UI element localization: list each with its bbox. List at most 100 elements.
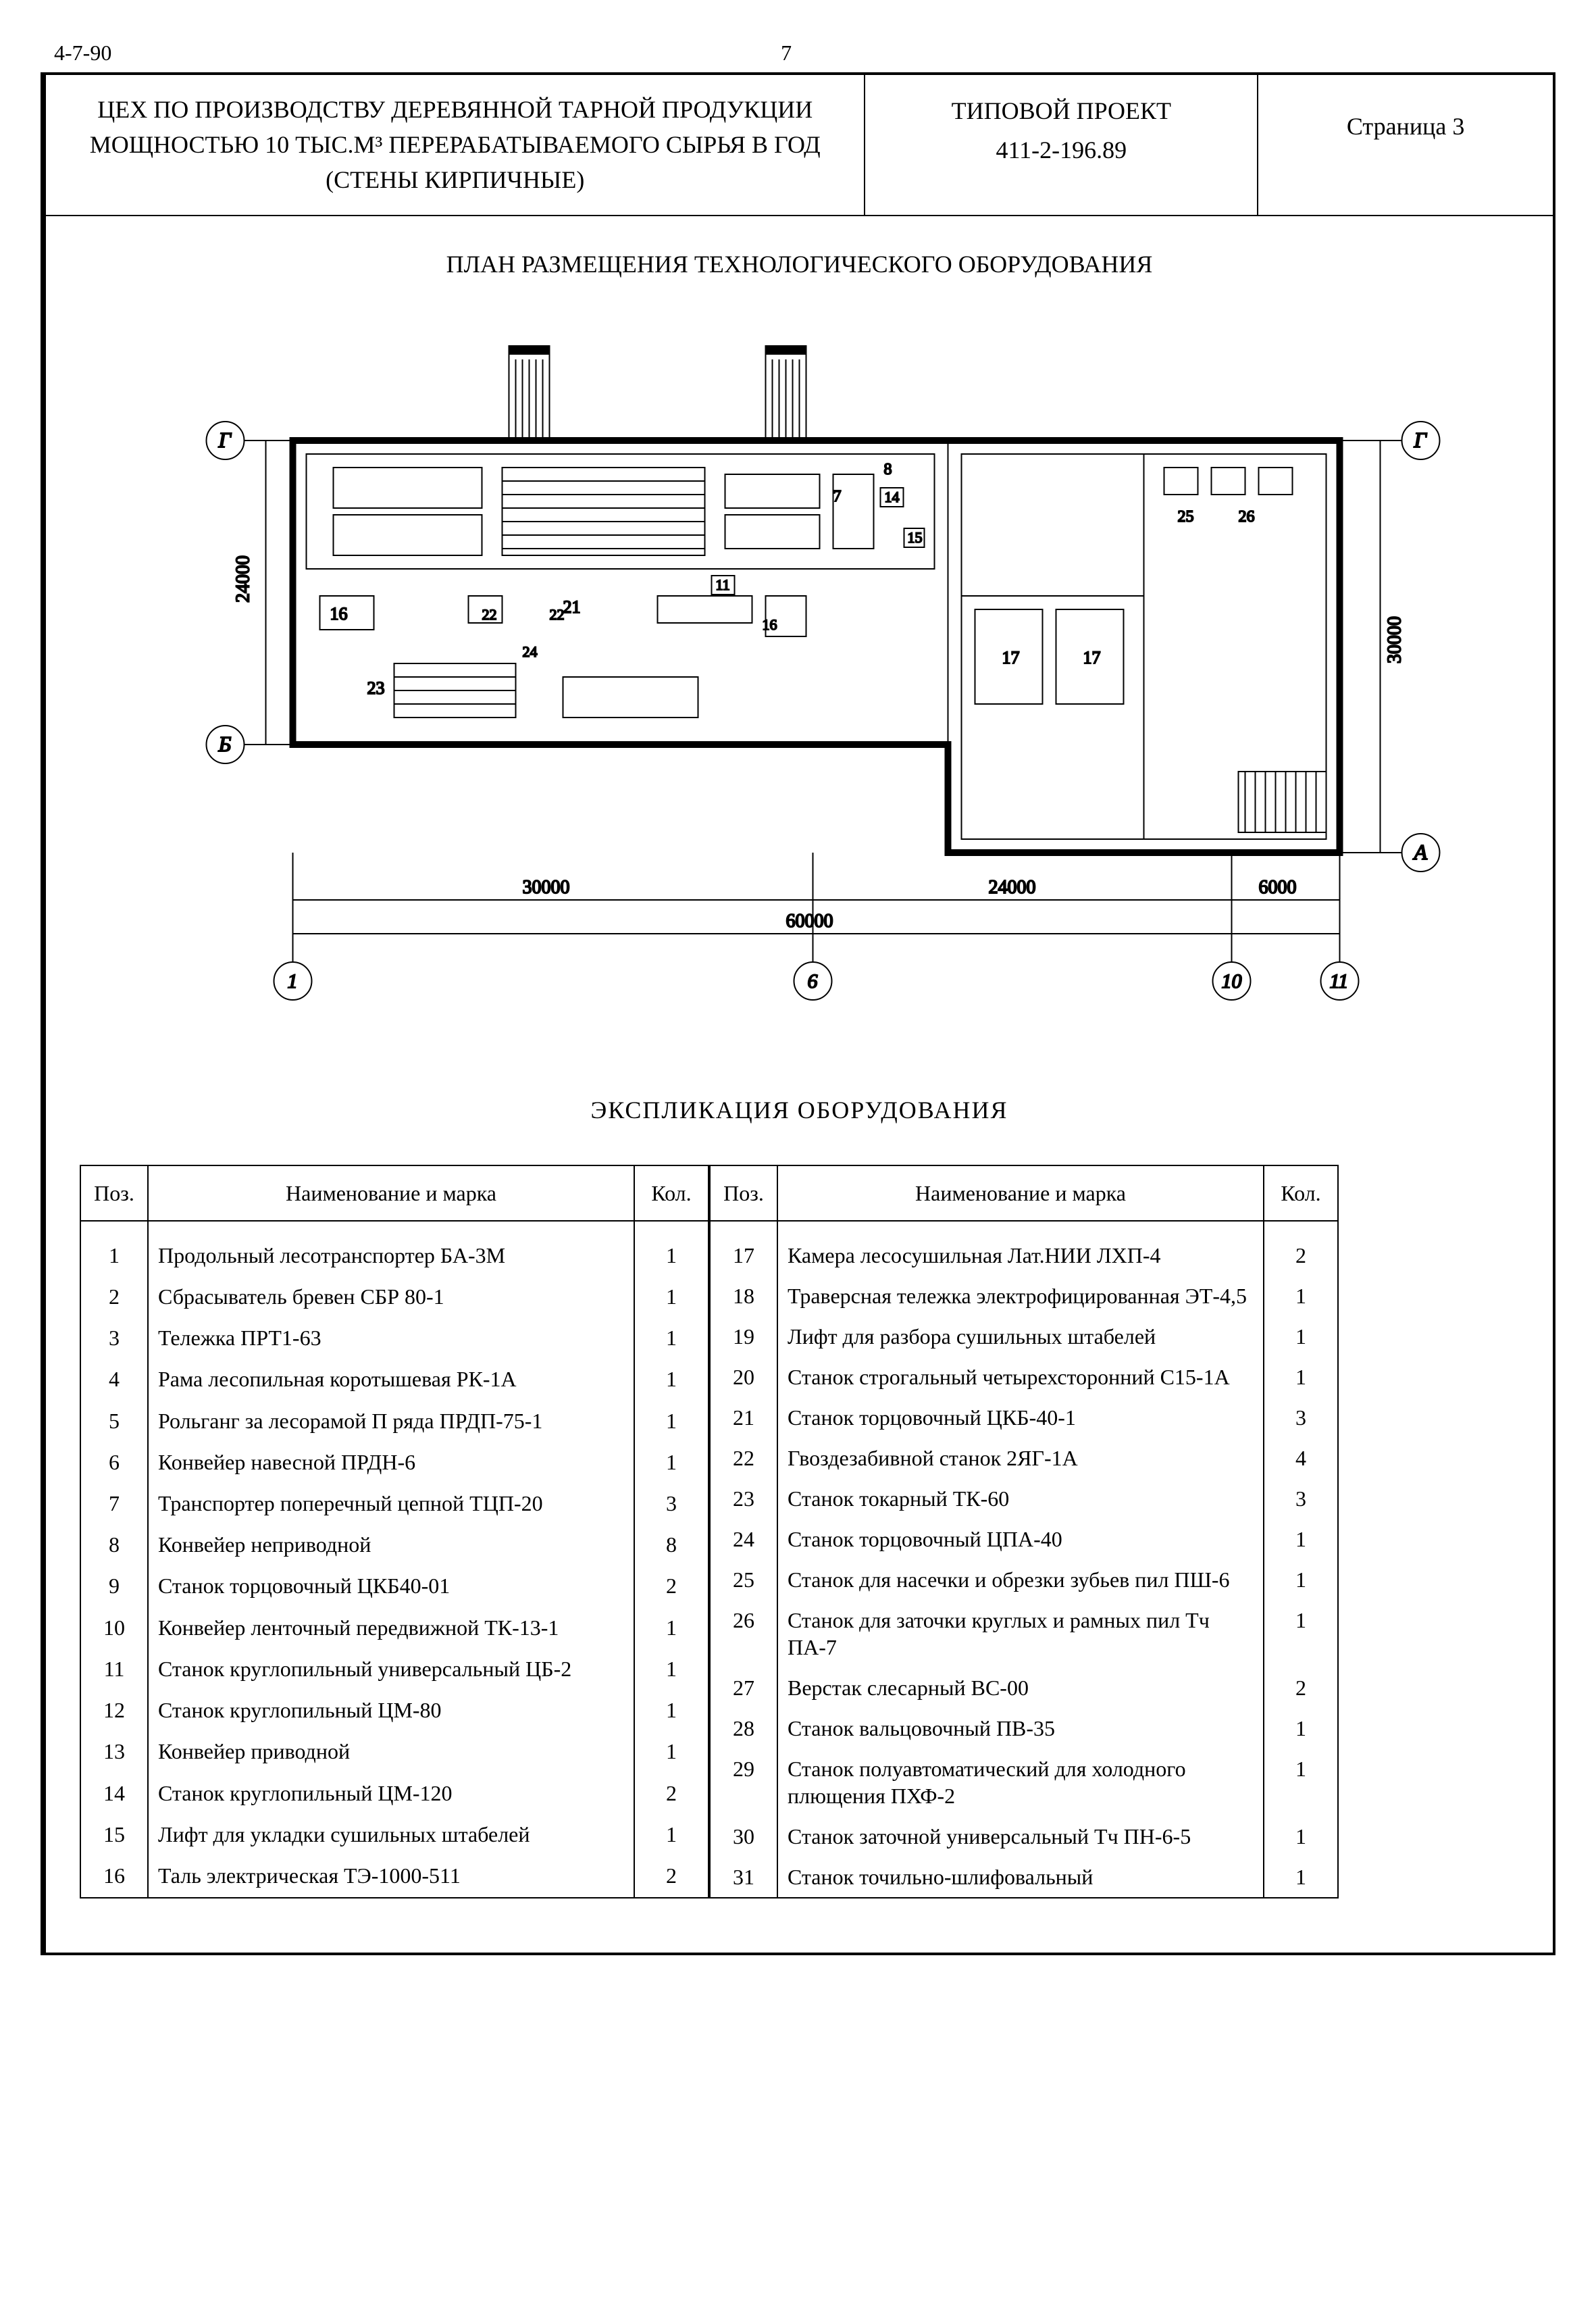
table-row: 6Конвейер навесной ПРДН-61 (80, 1442, 709, 1483)
svg-text:Б: Б (218, 732, 232, 756)
explication-title: ЭКСПЛИКАЦИЯ ОБОРУДОВАНИЯ (73, 1096, 1526, 1124)
cell-pos: 12 (80, 1690, 148, 1731)
page-root: 4-7-90 7 ЦЕХ ПО ПРОИЗВОДСТВУ ДЕРЕВЯННОЙ … (41, 41, 1555, 1955)
cell-pos: 6 (80, 1442, 148, 1483)
cell-qty: 8 (634, 1524, 709, 1565)
cell-name: Станок заточной универсальный Тч ПН-6-5 (777, 1816, 1264, 1857)
page-number-top: 7 (781, 41, 792, 66)
svg-text:6000: 6000 (1259, 877, 1297, 898)
cell-pos: 3 (80, 1317, 148, 1359)
cell-qty: 1 (634, 1359, 709, 1400)
cell-name: Конвейер приводной (148, 1731, 634, 1772)
project-label: ТИПОВОЙ ПРОЕКТ (879, 92, 1243, 131)
cell-name: Станок круглопильный ЦМ-80 (148, 1690, 634, 1731)
cell-name: Станок торцовочный ЦПА-40 (777, 1519, 1264, 1559)
title-block: ЦЕХ ПО ПРОИЗВОДСТВУ ДЕРЕВЯННОЙ ТАРНОЙ ПР… (46, 75, 1553, 216)
cell-pos: 7 (80, 1483, 148, 1524)
equipment-table-left: Поз. Наименование и марка Кол. 1Продольн… (80, 1165, 709, 1898)
top-header: 4-7-90 7 (41, 41, 1555, 66)
table-row: 30Станок заточной универсальный Тч ПН-6-… (710, 1816, 1338, 1857)
cell-qty: 3 (634, 1483, 709, 1524)
cell-qty: 3 (1264, 1478, 1338, 1519)
equipment-tables: Поз. Наименование и марка Кол. 1Продольн… (73, 1165, 1526, 1898)
cell-qty: 1 (634, 1401, 709, 1442)
svg-text:30000: 30000 (523, 877, 570, 898)
cell-name: Верстак слесарный ВС-00 (777, 1667, 1264, 1708)
cell-pos: 21 (710, 1397, 777, 1438)
cell-qty: 4 (1264, 1438, 1338, 1478)
equipment-table-right: Поз. Наименование и марка Кол. 17Камера … (709, 1165, 1339, 1898)
cell-qty: 1 (1264, 1749, 1338, 1816)
cell-pos: 14 (80, 1773, 148, 1814)
svg-text:10: 10 (1222, 970, 1242, 992)
cell-name: Рольганг за лесорамой П ряда ПРДП-75-1 (148, 1401, 634, 1442)
cell-pos: 4 (80, 1359, 148, 1400)
cell-qty: 1 (634, 1235, 709, 1276)
cell-pos: 20 (710, 1357, 777, 1397)
cell-pos: 22 (710, 1438, 777, 1478)
cell-name: Станок круглопильный ЦМ-120 (148, 1773, 634, 1814)
cell-pos: 19 (710, 1316, 777, 1357)
table-row: 11Станок круглопильный универсальный ЦБ-… (80, 1649, 709, 1690)
cell-name: Конвейер неприводной (148, 1524, 634, 1565)
cell-pos: 8 (80, 1524, 148, 1565)
cell-pos: 27 (710, 1667, 777, 1708)
svg-text:30000: 30000 (1385, 616, 1406, 663)
table-row: 22Гвоздезабивной станок 2ЯГ-1А4 (710, 1438, 1338, 1478)
cell-qty: 2 (634, 1565, 709, 1607)
table-row: 27Верстак слесарный ВС-002 (710, 1667, 1338, 1708)
cell-qty: 1 (1264, 1357, 1338, 1397)
cell-qty: 2 (634, 1773, 709, 1814)
cell-qty: 1 (634, 1690, 709, 1731)
svg-text:1: 1 (288, 970, 298, 992)
th-qty: Кол. (634, 1165, 709, 1221)
table-row: 2Сбрасыватель бревен СБР 80-11 (80, 1276, 709, 1317)
th-name: Наименование и марка (777, 1165, 1264, 1221)
table-row: 21Станок торцовочный ЦКБ-40-13 (710, 1397, 1338, 1438)
cell-pos: 15 (80, 1814, 148, 1855)
title-main: ЦЕХ ПО ПРОИЗВОДСТВУ ДЕРЕВЯННОЙ ТАРНОЙ ПР… (46, 75, 865, 215)
svg-text:60000: 60000 (786, 911, 833, 932)
table-row: 18Траверсная тележка электрофицированная… (710, 1276, 1338, 1316)
th-name: Наименование и марка (148, 1165, 634, 1221)
cell-pos: 1 (80, 1235, 148, 1276)
cell-name: Транспортер поперечный цепной ТЦП-20 (148, 1483, 634, 1524)
svg-text:11: 11 (1330, 970, 1349, 992)
cell-pos: 16 (80, 1855, 148, 1897)
table-row: 28Станок вальцовочный ПВ-351 (710, 1708, 1338, 1749)
cell-qty: 1 (634, 1731, 709, 1772)
table-row: 24Станок торцовочный ЦПА-401 (710, 1519, 1338, 1559)
cell-name: Сбрасыватель бревен СБР 80-1 (148, 1276, 634, 1317)
th-pos: Поз. (80, 1165, 148, 1221)
table-row: 20Станок строгальный четырехсторонний С1… (710, 1357, 1338, 1397)
cell-name: Лифт для разбора сушильных штабелей (777, 1316, 1264, 1357)
cell-name: Станок вальцовочный ПВ-35 (777, 1708, 1264, 1749)
table-row: 29Станок полуавтоматический для холодног… (710, 1749, 1338, 1816)
cell-qty: 1 (634, 1276, 709, 1317)
cell-name: Станок для насечки и обрезки зубьев пил … (777, 1559, 1264, 1600)
cell-qty: 1 (1264, 1559, 1338, 1600)
cell-pos: 5 (80, 1401, 148, 1442)
svg-text:Г: Г (218, 428, 232, 452)
cell-name: Станок токарный ТК-60 (777, 1478, 1264, 1519)
svg-text:А: А (1413, 840, 1428, 864)
cell-qty: 1 (634, 1317, 709, 1359)
table-row: 31Станок точильно-шлифовальный1 (710, 1857, 1338, 1898)
cell-qty: 1 (1264, 1316, 1338, 1357)
cell-name: Траверсная тележка электрофицированная Э… (777, 1276, 1264, 1316)
cell-pos: 31 (710, 1857, 777, 1898)
cell-pos: 11 (80, 1649, 148, 1690)
cell-pos: 24 (710, 1519, 777, 1559)
svg-text:17: 17 (1083, 648, 1101, 668)
svg-text:7: 7 (833, 488, 842, 505)
cell-qty: 1 (1264, 1600, 1338, 1667)
cell-pos: 26 (710, 1600, 777, 1667)
cell-qty: 2 (1264, 1667, 1338, 1708)
table-row: 14Станок круглопильный ЦМ-1202 (80, 1773, 709, 1814)
svg-text:24000: 24000 (989, 877, 1036, 898)
table-row: 16Таль электрическая ТЭ-1000-5112 (80, 1855, 709, 1897)
cell-pos: 2 (80, 1276, 148, 1317)
cell-pos: 17 (710, 1235, 777, 1276)
cell-pos: 18 (710, 1276, 777, 1316)
cell-qty: 3 (1264, 1397, 1338, 1438)
